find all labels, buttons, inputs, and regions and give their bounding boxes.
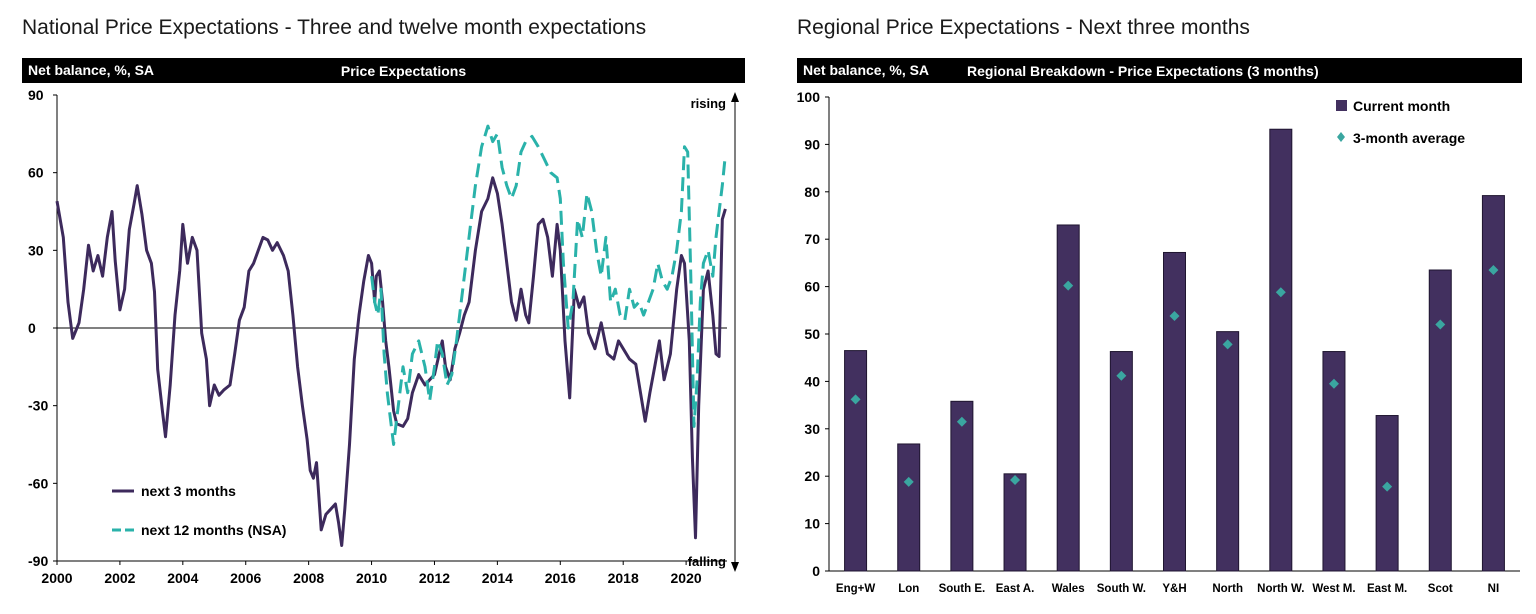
left-y-tick-label: -90 xyxy=(28,553,48,569)
category-label: Eng+W xyxy=(836,583,875,595)
category-label: East A. xyxy=(996,583,1035,595)
bar-East A. xyxy=(1003,473,1027,572)
right-unit-label: Net balance, %, SA xyxy=(803,62,930,78)
right-y-tick-label: 30 xyxy=(804,421,820,437)
marker-East M. xyxy=(1382,481,1393,492)
category-label: Lon xyxy=(898,583,919,595)
right-y-tick-label: 100 xyxy=(797,89,821,105)
marker-North xyxy=(1222,339,1233,350)
left-x-tick-label: 2014 xyxy=(482,570,513,586)
left-y-tick-label: 60 xyxy=(28,165,44,181)
category-label: NI xyxy=(1488,583,1500,595)
left-x-tick-label: 2012 xyxy=(419,570,450,586)
category-label: Scot xyxy=(1428,583,1453,595)
marker-Eng+W xyxy=(850,394,861,405)
left-y-tick-label: 90 xyxy=(28,87,44,103)
right-y-tick-label: 80 xyxy=(804,184,820,200)
bar-Lon xyxy=(897,443,921,572)
annotation-rising: rising xyxy=(691,96,726,111)
left-x-tick-label: 2004 xyxy=(167,570,198,586)
right-y-tick-label: 0 xyxy=(812,563,820,579)
right-y-tick-label: 90 xyxy=(804,136,820,152)
bar-Scot xyxy=(1428,269,1452,572)
right-chart-title-bar: Net balance, %, SA Regional Breakdown - … xyxy=(797,58,1522,83)
marker-Wales xyxy=(1063,280,1074,291)
left-x-tick-label: 2006 xyxy=(230,570,261,586)
category-label: East M. xyxy=(1367,583,1407,595)
left-x-tick-label: 2008 xyxy=(293,570,324,586)
right-y-tick-label: 20 xyxy=(804,468,820,484)
annotation-falling: falling xyxy=(688,554,726,569)
left-y-tick-label: -30 xyxy=(28,398,48,414)
legend-label-current-month: Current month xyxy=(1353,98,1450,114)
left-x-tick-label: 2002 xyxy=(104,570,135,586)
left-unit-label: Net balance, %, SA xyxy=(28,62,155,78)
category-label: North xyxy=(1212,583,1243,595)
marker-Lon xyxy=(903,476,914,487)
marker-South E. xyxy=(956,416,967,427)
bar-NI xyxy=(1481,195,1505,572)
bar-South E. xyxy=(950,400,974,572)
marker-South W. xyxy=(1116,370,1127,381)
bar-Y&H xyxy=(1163,251,1186,572)
left-x-tick-label: 2016 xyxy=(545,570,576,586)
legend-swatch-3-month-average xyxy=(1337,132,1345,142)
legend-label-3-month-average: 3-month average xyxy=(1353,130,1465,146)
bar-West M. xyxy=(1322,351,1346,572)
bar-North W. xyxy=(1269,128,1293,572)
category-label: South W. xyxy=(1097,583,1146,595)
category-label: Y&H xyxy=(1162,583,1186,595)
left-y-tick-label: -60 xyxy=(28,475,48,491)
bar-Eng+W xyxy=(844,350,868,572)
marker-NI xyxy=(1488,265,1499,276)
marker-Y&H xyxy=(1169,310,1180,321)
right-y-tick-label: 70 xyxy=(804,231,820,247)
marker-West M. xyxy=(1328,378,1339,389)
bar-North xyxy=(1216,331,1240,572)
left-x-tick-label: 2020 xyxy=(671,570,702,586)
legend-label-2: next 12 months (NSA) xyxy=(141,522,286,538)
category-label: Wales xyxy=(1052,583,1085,595)
left-y-tick-label: 0 xyxy=(28,320,36,336)
bar-South W. xyxy=(1109,351,1133,572)
left-y-tick-label: 30 xyxy=(28,242,44,258)
left-x-tick-label: 2010 xyxy=(356,570,387,586)
right-y-tick-label: 50 xyxy=(804,326,820,342)
series-line-next-12-months xyxy=(370,124,727,446)
left-x-tick-label: 2018 xyxy=(608,570,639,586)
left-chart-heading: National Price Expectations - Three and … xyxy=(22,16,647,39)
arrow-down-icon xyxy=(731,562,739,572)
arrow-up-icon xyxy=(731,92,739,102)
marker-North W. xyxy=(1275,287,1286,298)
category-label: West M. xyxy=(1312,583,1355,595)
category-label: South E. xyxy=(939,583,986,595)
right-y-tick-label: 10 xyxy=(804,516,820,532)
left-x-tick-label: 2000 xyxy=(41,570,72,586)
right-y-tick-label: 40 xyxy=(804,373,820,389)
bar-East M. xyxy=(1375,415,1399,572)
category-label: North W. xyxy=(1257,583,1304,595)
right-y-tick-label: 60 xyxy=(804,279,820,295)
right-chart-title: Regional Breakdown - Price Expectations … xyxy=(967,63,1319,79)
series-line-next-3-months xyxy=(55,176,727,547)
bar-Wales xyxy=(1056,224,1080,572)
marker-East A. xyxy=(1010,474,1021,485)
right-chart-heading: Regional Price Expectations - Next three… xyxy=(797,16,1250,39)
left-chart-title-bar: Net balance, %, SA Price Expectations xyxy=(22,58,745,83)
legend-swatch-current-month xyxy=(1336,100,1347,111)
marker-Scot xyxy=(1435,319,1446,330)
left-chart-title: Price Expectations xyxy=(340,63,467,79)
legend-label-1: next 3 months xyxy=(141,483,236,499)
